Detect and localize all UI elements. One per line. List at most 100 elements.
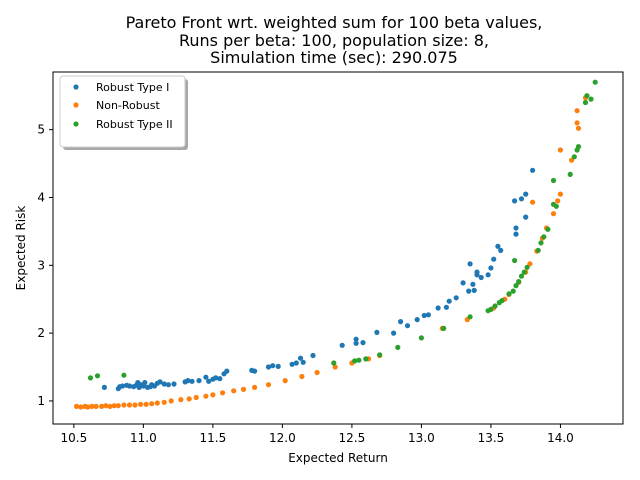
point-robust-type-i — [203, 374, 209, 380]
point-robust-type-i — [391, 330, 397, 336]
point-robust-type-i — [206, 378, 212, 384]
point-non-robust — [168, 398, 174, 404]
point-robust-type-ii — [541, 234, 547, 240]
point-robust-type-ii — [377, 352, 383, 358]
point-robust-type-i — [297, 355, 304, 361]
point-non-robust — [314, 369, 320, 376]
y-axis-label: Expected Risk — [14, 206, 28, 291]
legend-label-robust-type-1: Robust Type I — [96, 81, 169, 94]
point-robust-type-i — [185, 378, 191, 384]
point-robust-type-i — [470, 281, 476, 287]
point-non-robust — [78, 404, 84, 410]
x-tick-label: 12.0 — [269, 431, 296, 445]
point-robust-type-ii — [575, 144, 582, 150]
point-robust-type-ii — [516, 279, 522, 285]
point-non-robust — [557, 191, 564, 197]
legend-box — [59, 75, 186, 148]
point-robust-type-i — [530, 167, 536, 173]
point-non-robust — [231, 388, 237, 394]
point-robust-type-ii — [331, 360, 337, 366]
point-robust-type-i — [474, 269, 480, 275]
point-non-robust — [85, 404, 91, 410]
legend-marker-non-robust — [73, 102, 79, 108]
point-robust-type-i — [498, 247, 504, 253]
point-robust-type-i — [157, 379, 163, 385]
point-robust-type-i — [421, 312, 427, 319]
point-non-robust — [103, 403, 109, 409]
point-robust-type-ii — [352, 358, 358, 364]
y-tick-label: 1 — [37, 394, 45, 408]
point-non-robust — [111, 403, 117, 409]
point-robust-type-i — [460, 280, 466, 286]
point-non-robust — [574, 108, 580, 114]
point-robust-type-i — [224, 368, 230, 374]
y-tick-label: 4 — [37, 190, 45, 204]
point-robust-type-ii — [584, 93, 590, 99]
point-robust-type-i — [523, 214, 529, 220]
legend: Robust Type I Non-Robust Robust Type II — [59, 75, 188, 150]
point-robust-type-i — [495, 243, 501, 249]
point-robust-type-i — [217, 376, 223, 382]
chart-title-line-3: Simulation time (sec): 290.075 — [210, 48, 458, 67]
legend-marker-robust-type-2 — [73, 121, 79, 127]
point-robust-type-i — [353, 336, 359, 342]
point-robust-type-i — [425, 312, 431, 318]
point-non-robust — [282, 378, 288, 384]
axis-ticks: 10.5 11.0 11.5 12.0 12.5 13.0 13.5 14.0 1 2 3 4 5 — [37, 123, 573, 445]
series-robust-type-i — [101, 167, 536, 392]
point-robust-type-i — [171, 381, 177, 387]
x-tick-label: 13.5 — [478, 431, 505, 445]
x-tick-label: 14.0 — [547, 431, 574, 445]
point-robust-type-ii — [356, 357, 362, 363]
point-robust-type-i — [453, 295, 459, 301]
point-robust-type-ii — [550, 177, 557, 184]
point-robust-type-ii — [510, 288, 516, 294]
point-robust-type-i — [265, 364, 272, 370]
y-tick-label: 3 — [37, 258, 45, 272]
point-robust-type-ii — [513, 283, 519, 289]
point-robust-type-i — [443, 304, 449, 310]
point-robust-type-ii — [545, 226, 551, 232]
point-robust-type-i — [446, 298, 452, 304]
point-robust-type-i — [142, 380, 148, 386]
point-non-robust — [89, 403, 95, 409]
chart-title-line-1: Pareto Front wrt. weighted sum for 100 b… — [126, 13, 543, 32]
point-robust-type-ii — [535, 247, 541, 253]
point-non-robust — [99, 403, 105, 409]
point-robust-type-i — [374, 329, 380, 335]
plot-frame — [52, 71, 624, 425]
point-robust-type-ii — [87, 375, 94, 381]
point-robust-type-i — [478, 274, 484, 281]
point-robust-type-ii — [467, 314, 473, 320]
point-non-robust — [332, 364, 338, 370]
point-non-robust — [74, 403, 80, 409]
point-robust-type-i — [189, 378, 195, 384]
point-non-robust — [107, 403, 113, 409]
point-non-robust — [240, 386, 247, 392]
point-non-robust — [575, 125, 582, 131]
point-non-robust — [178, 397, 184, 403]
point-robust-type-ii — [588, 96, 594, 102]
point-non-robust — [203, 393, 209, 399]
point-robust-type-i — [488, 265, 494, 271]
point-robust-type-ii — [94, 373, 101, 379]
point-robust-type-ii — [395, 344, 401, 350]
point-robust-type-i — [471, 287, 477, 293]
point-non-robust — [126, 402, 133, 408]
x-tick-label: 11.0 — [130, 431, 157, 445]
point-non-robust — [299, 373, 305, 380]
point-robust-type-ii — [571, 154, 577, 160]
series-non-robust — [74, 95, 589, 410]
point-robust-type-ii — [121, 372, 127, 378]
point-robust-type-i — [275, 363, 281, 369]
point-robust-type-ii — [567, 171, 573, 177]
point-robust-type-i — [491, 256, 497, 262]
point-robust-type-ii — [553, 203, 559, 209]
point-robust-type-i — [435, 305, 441, 311]
point-robust-type-i — [339, 342, 345, 348]
point-robust-type-i — [300, 359, 306, 365]
y-tick-label: 5 — [37, 123, 45, 137]
point-robust-type-ii — [441, 325, 447, 331]
point-robust-type-i — [310, 352, 316, 359]
